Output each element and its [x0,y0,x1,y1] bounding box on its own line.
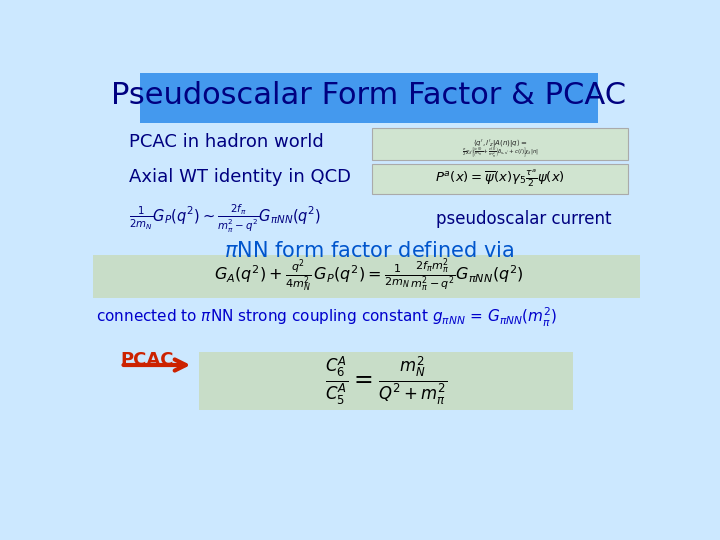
Text: pseudoscalar current: pseudoscalar current [436,210,611,228]
Text: PCAC: PCAC [121,351,174,369]
Text: $\frac{1}{2m_N}G_P(q^2) \sim \frac{2f_\pi}{m_\pi^2 - q^2}G_{\pi NN}(q^2)$: $\frac{1}{2m_N}G_P(q^2) \sim \frac{2f_\p… [129,202,321,235]
FancyBboxPatch shape [372,128,629,160]
Text: Axial WT identity in QCD: Axial WT identity in QCD [129,168,351,186]
Text: $\frac{e}{2}\chi_{\lambda'}\!\left[\!\left(\frac{c(l)}{m_\pi}+\frac{c(l)}{m_\pi^: $\frac{e}{2}\chi_{\lambda'}\!\left[\!\le… [462,145,539,159]
Text: Pseudoscalar Form Factor & PCAC: Pseudoscalar Form Factor & PCAC [112,82,626,111]
Text: $\frac{C_6^A}{C_5^A} = \frac{m_N^2}{Q^2 + m_\pi^2}$: $\frac{C_6^A}{C_5^A} = \frac{m_N^2}{Q^2 … [325,354,447,407]
Text: $P^a(x) = \overline{\psi}(x)\gamma_5\frac{\tau^a}{2}\psi(x)$: $P^a(x) = \overline{\psi}(x)\gamma_5\fra… [435,168,565,190]
FancyBboxPatch shape [140,73,598,123]
Text: connected to $\pi$NN strong coupling constant $g_{\pi NN}$ = $G_{\pi NN}(m_{\pi}: connected to $\pi$NN strong coupling con… [96,306,557,329]
Text: $G_A(q^2) + \frac{q^2}{4m_N^2}\,G_P(q^2) = \frac{1}{2m_N}\frac{2f_\pi m_\pi^2}{m: $G_A(q^2) + \frac{q^2}{4m_N^2}\,G_P(q^2)… [214,258,524,295]
FancyBboxPatch shape [372,164,629,194]
FancyBboxPatch shape [93,255,639,298]
Text: $\langle q',l'_z|A(n)|q\rangle =$: $\langle q',l'_z|A(n)|q\rangle =$ [473,137,527,149]
FancyBboxPatch shape [199,352,572,410]
Text: PCAC in hadron world: PCAC in hadron world [129,133,324,151]
Text: $\pi$NN form factor defined via: $\pi$NN form factor defined via [224,241,514,261]
